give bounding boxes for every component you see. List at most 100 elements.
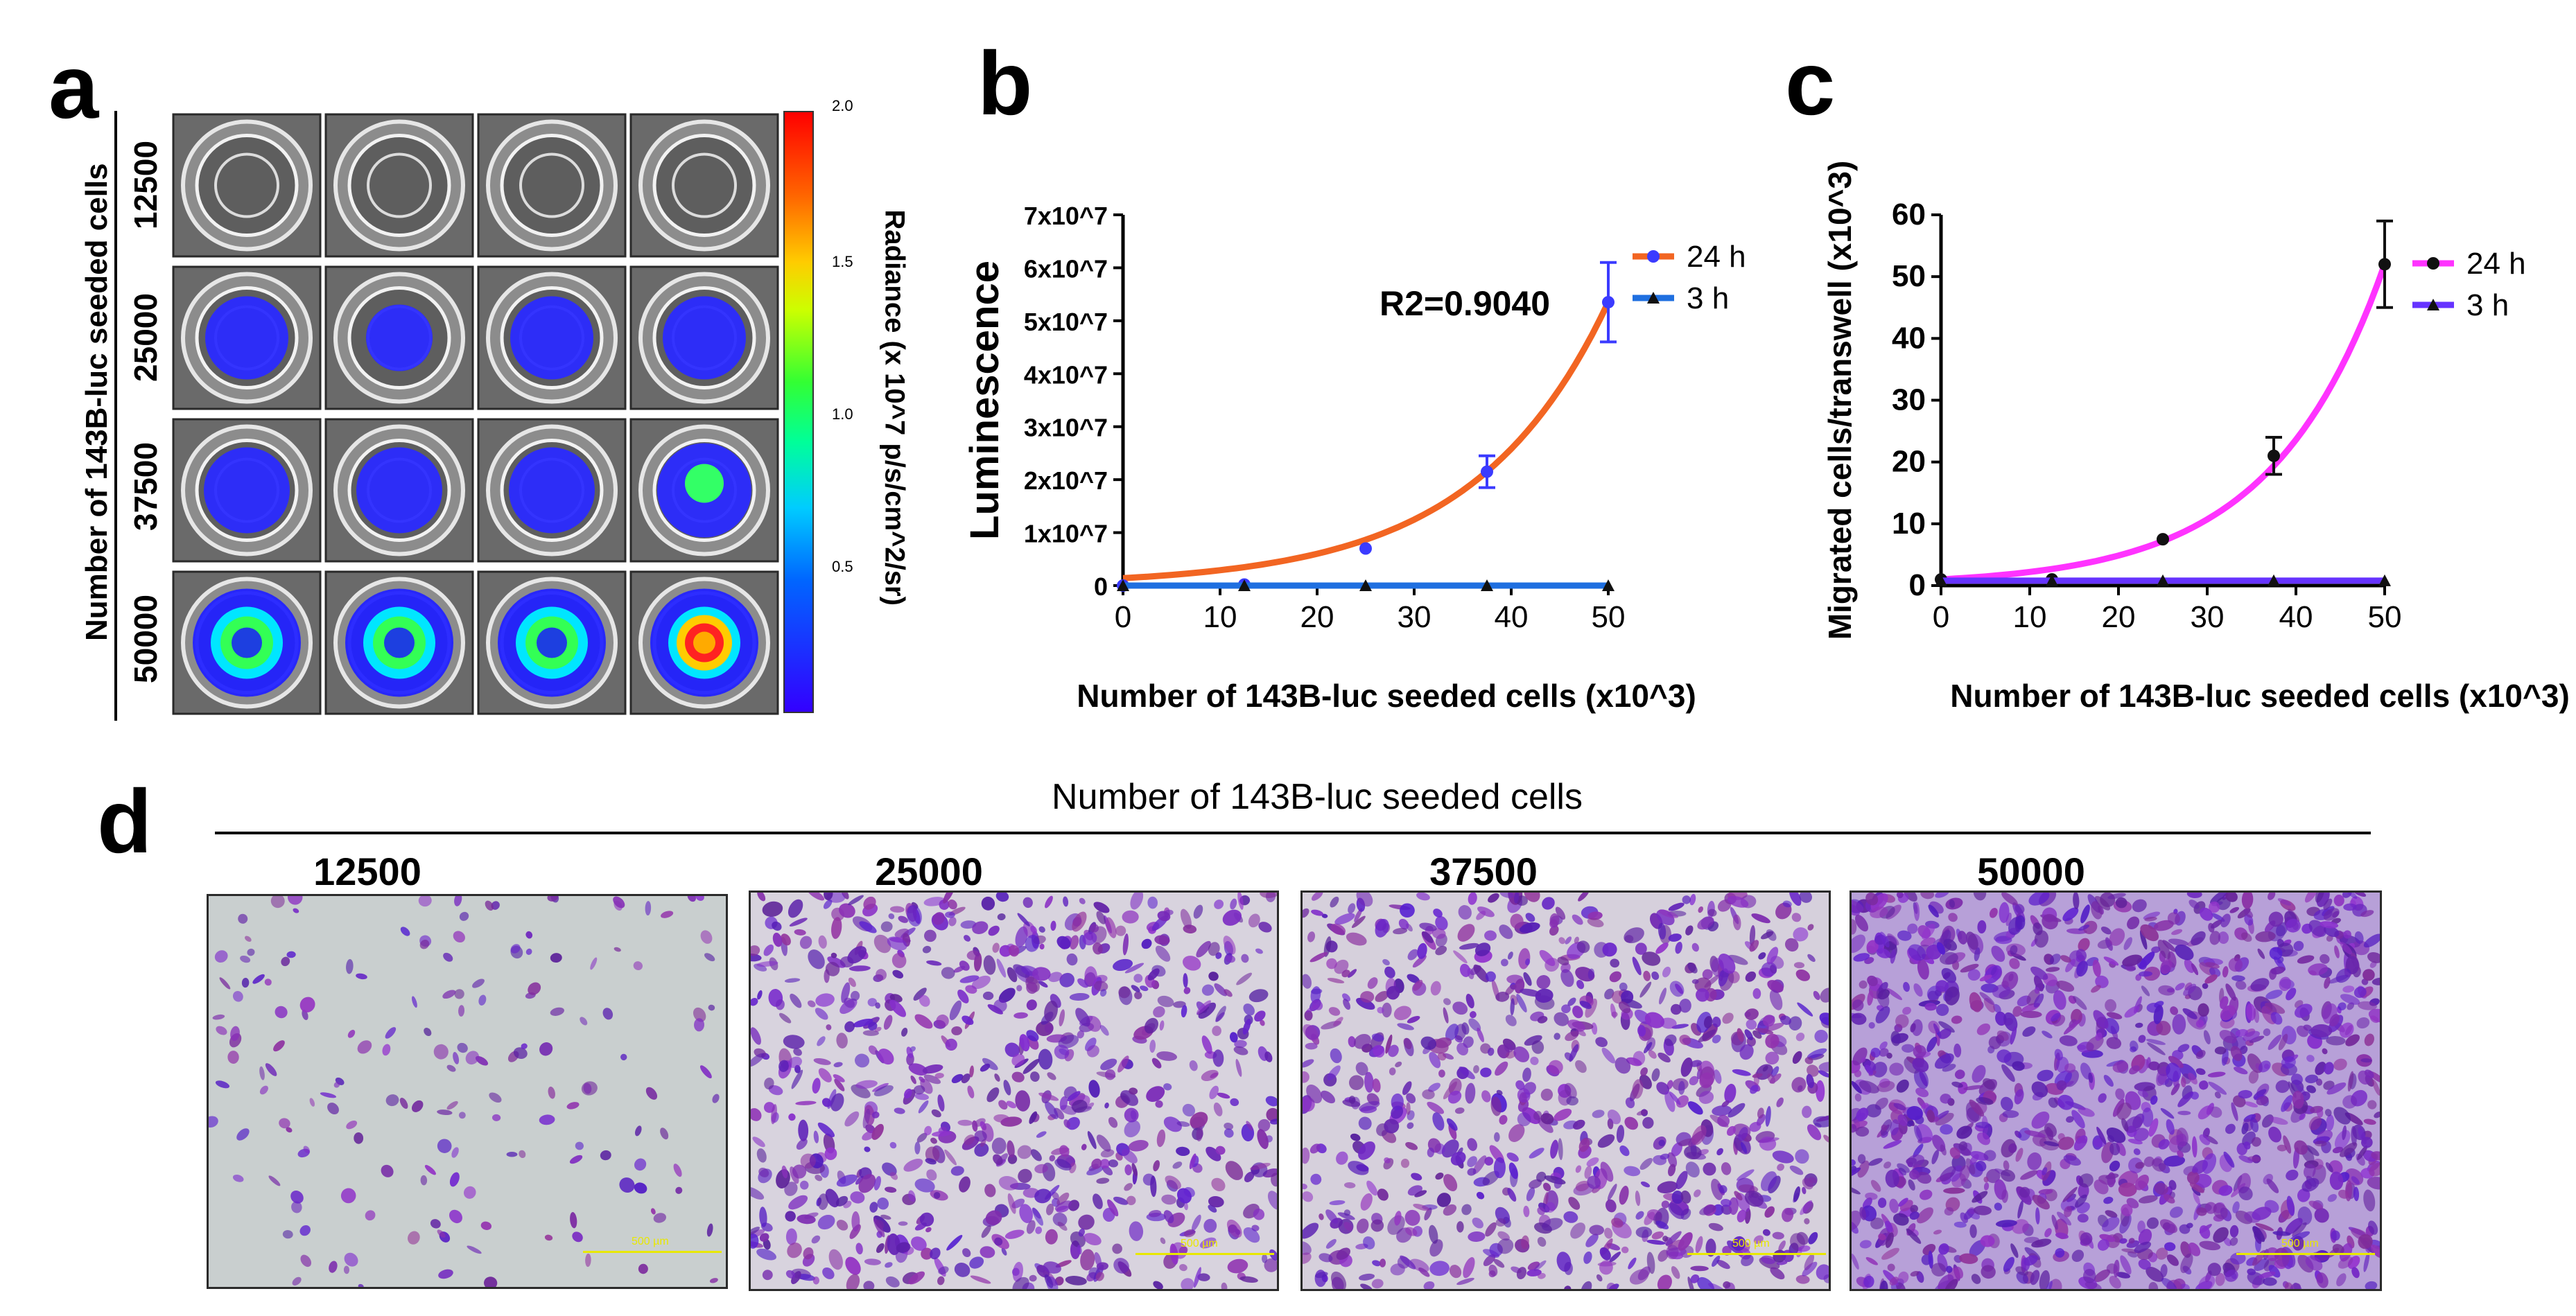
stained-cell <box>1954 1069 1965 1080</box>
stained-cell <box>2010 1243 2019 1258</box>
stained-cell <box>982 1058 998 1071</box>
stained-cell <box>2140 924 2159 942</box>
stained-cell <box>1331 1276 1344 1289</box>
stained-cell <box>1032 1207 1043 1226</box>
stained-cell <box>2251 1137 2261 1147</box>
stained-cell <box>1077 1245 1082 1255</box>
stained-cell <box>875 1002 880 1009</box>
stained-cell <box>846 1274 860 1289</box>
stained-cell <box>240 955 251 963</box>
stained-cell <box>2345 1034 2360 1046</box>
stained-cell <box>957 989 969 1003</box>
stained-cell <box>1038 926 1045 933</box>
stained-cell <box>1974 947 1981 962</box>
stained-cell <box>1224 989 1233 997</box>
stained-cell <box>937 1276 945 1286</box>
stained-cell <box>2150 1095 2158 1105</box>
stained-cell <box>762 1270 773 1281</box>
stained-cell <box>2327 1247 2340 1258</box>
stained-cell <box>1542 1218 1563 1231</box>
stained-cell <box>2080 904 2090 924</box>
well-inner-ring <box>195 134 299 237</box>
stained-cell <box>1113 1196 1129 1205</box>
y-tick-label: 5x10^7 <box>1024 308 1108 336</box>
stained-cell <box>1994 1202 2003 1211</box>
stained-cell <box>2102 1216 2120 1232</box>
stained-cell <box>1366 1180 1378 1196</box>
stained-cell <box>2059 1035 2078 1046</box>
stained-cell <box>1130 893 1144 910</box>
colorbar-tick-1-5: 1.5 <box>832 253 853 270</box>
stained-cell <box>1977 1132 1990 1146</box>
stained-cell <box>2138 1195 2158 1204</box>
stained-cell <box>931 1109 941 1118</box>
stained-cell <box>1193 904 1203 919</box>
stained-cell <box>1807 954 1816 963</box>
stained-cell <box>2188 1072 2198 1085</box>
stained-cell <box>1635 1191 1641 1207</box>
stained-cell <box>1393 1006 1412 1021</box>
stained-cell <box>2064 1063 2076 1073</box>
stained-cell <box>548 1086 555 1099</box>
stained-cell <box>2231 975 2245 982</box>
y-tick-label: 0 <box>1094 572 1108 601</box>
stained-cell <box>1429 1051 1441 1069</box>
stained-cell <box>1587 1175 1601 1189</box>
stained-cell <box>2326 1036 2346 1046</box>
stained-cell <box>1770 1267 1785 1280</box>
stained-cell <box>1321 1090 1336 1104</box>
colorbar-tick-1-0: 1.0 <box>832 405 853 423</box>
stained-cell <box>898 1221 908 1226</box>
stained-cell <box>751 954 762 962</box>
stained-cell <box>1113 1258 1129 1274</box>
stained-cell <box>1343 999 1351 1010</box>
stained-cell <box>2335 968 2351 983</box>
stained-cell <box>1651 1068 1660 1082</box>
stained-cell <box>2246 1003 2256 1021</box>
stained-cell <box>1367 977 1378 989</box>
stained-cell <box>1303 1191 1314 1202</box>
stained-cell <box>2133 1148 2141 1155</box>
stained-cell <box>2258 1060 2271 1073</box>
stained-cell <box>1767 980 1784 993</box>
stained-cell <box>2180 1077 2186 1088</box>
stained-cell <box>1718 954 1736 974</box>
stained-cell <box>1913 1044 1926 1058</box>
stained-cell <box>1248 913 1260 928</box>
stained-cell <box>1306 1084 1323 1104</box>
stained-cell <box>472 979 485 988</box>
stained-cell <box>1382 958 1390 966</box>
stained-cell <box>1816 1114 1829 1122</box>
stained-cell <box>1619 1145 1630 1157</box>
stained-cell <box>333 1082 340 1088</box>
stained-cell <box>1668 1202 1685 1220</box>
stained-cell <box>2073 893 2080 910</box>
stained-cell <box>1537 1207 1545 1216</box>
stained-cell <box>2015 1148 2024 1162</box>
stained-cell <box>1147 968 1160 981</box>
stained-cell <box>1584 1166 1592 1179</box>
stained-cell <box>2329 1171 2344 1191</box>
stained-cell <box>1680 1190 1691 1204</box>
stained-cell <box>1698 906 1703 913</box>
stained-cell <box>1348 1096 1356 1104</box>
stained-cell <box>1691 942 1699 952</box>
stained-cell <box>919 994 930 1007</box>
stained-cell <box>1508 1124 1525 1142</box>
stained-cell <box>1963 1085 1983 1091</box>
stained-cell <box>2014 904 2025 914</box>
stained-cell <box>1059 972 1074 988</box>
stained-cell <box>988 925 1000 936</box>
stained-cell <box>2324 926 2340 938</box>
image-label-25000: 25000 <box>875 850 983 893</box>
stained-cell <box>1752 1073 1763 1078</box>
stained-cell <box>1777 1164 1784 1171</box>
y-tick-label: 50 <box>1892 259 1926 293</box>
data-point <box>2157 574 2169 586</box>
stained-cell <box>919 1212 934 1227</box>
stained-cell <box>906 1046 914 1059</box>
stained-cell <box>1526 1187 1535 1202</box>
stained-cell <box>896 1242 911 1253</box>
stained-cell <box>1120 1093 1131 1104</box>
stained-cell <box>2106 1037 2122 1049</box>
